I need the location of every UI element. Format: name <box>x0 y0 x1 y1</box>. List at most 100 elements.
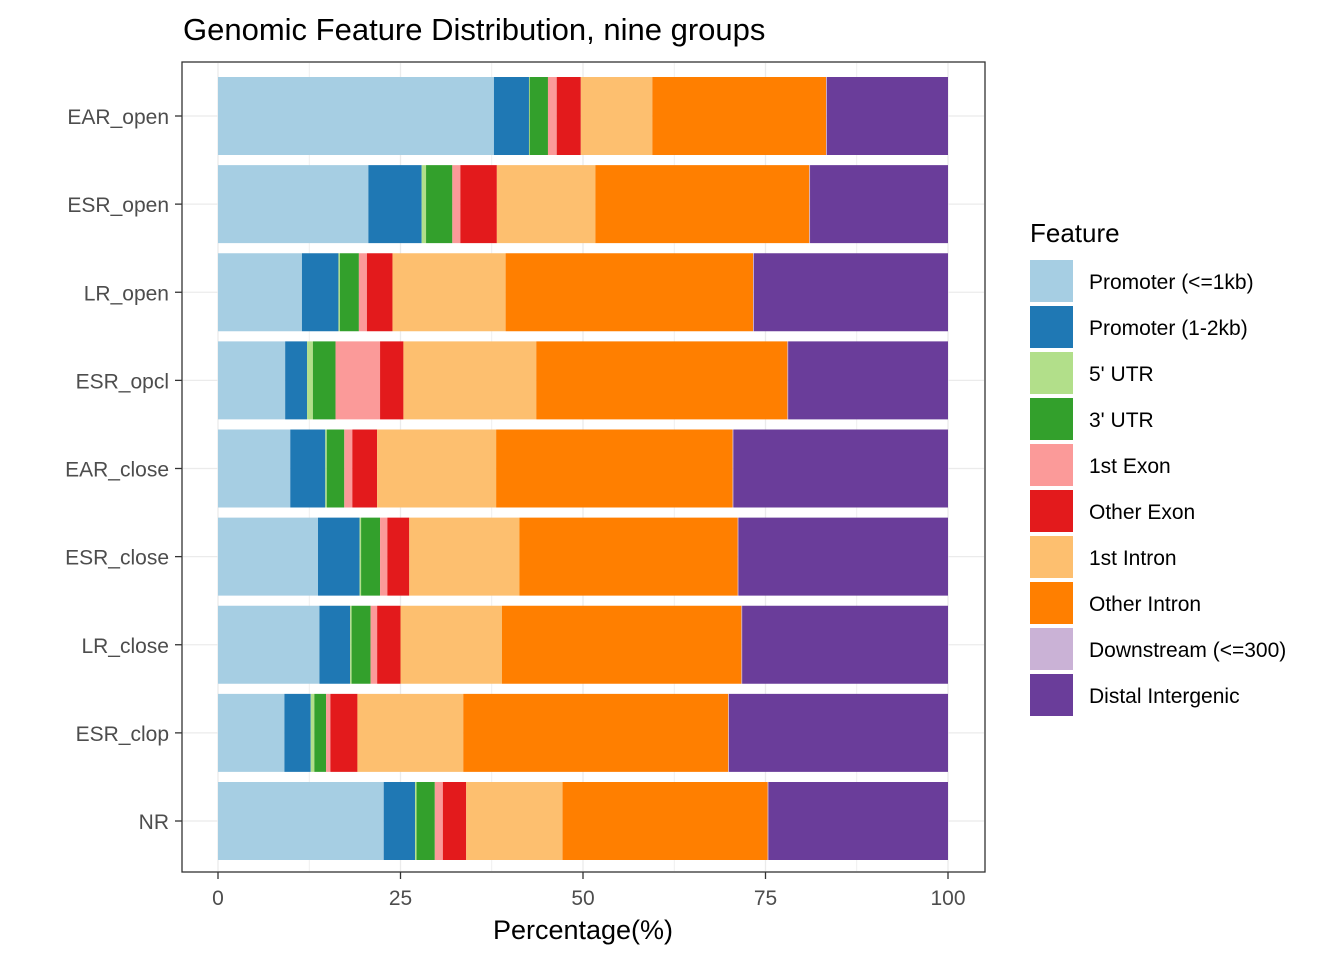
y-tick-label: ESR_opcl <box>76 370 169 393</box>
y-tick-label: EAR_open <box>67 106 169 129</box>
bar-segment <box>732 429 734 508</box>
bar-segment <box>505 253 754 332</box>
x-axis: 0 25 50 75 100 <box>212 872 966 910</box>
bar-segment <box>826 77 948 155</box>
bar-segment <box>351 605 371 684</box>
bar-segment <box>729 693 948 772</box>
bar-segment <box>218 782 384 860</box>
bar-segment <box>547 77 557 155</box>
legend-key <box>1030 260 1073 302</box>
bar-segment <box>463 693 729 772</box>
legend-label: 1st Intron <box>1089 547 1177 570</box>
bar-segment <box>284 693 311 772</box>
bar-segment <box>753 253 948 332</box>
bar-segment <box>307 341 313 420</box>
legend-label: Other Intron <box>1089 593 1201 616</box>
bar-segment <box>319 605 351 684</box>
legend-title: Feature <box>1030 218 1120 248</box>
bar-segment <box>314 693 327 772</box>
legend-key <box>1030 536 1073 578</box>
bar-segment <box>768 782 948 860</box>
bar-segment <box>742 605 948 684</box>
bar-segment <box>496 429 733 508</box>
bar-segment <box>556 77 581 155</box>
bar-segment <box>400 605 502 684</box>
bar-segment <box>496 165 596 244</box>
bar-segment <box>580 77 653 155</box>
y-tick-label: LR_close <box>81 635 169 658</box>
legend-key <box>1030 674 1073 716</box>
bar-segment <box>310 693 315 772</box>
bar-segment <box>810 165 948 244</box>
bar-segment <box>442 782 467 860</box>
bar-segment <box>392 253 506 332</box>
legend-key <box>1030 352 1073 394</box>
bar-segment <box>826 77 827 155</box>
bar-segment <box>218 429 291 508</box>
x-tick-label: 0 <box>212 887 224 910</box>
bar-segment <box>368 165 422 244</box>
bar-segment <box>788 341 948 420</box>
bar-segment <box>460 165 497 244</box>
x-tick-label: 75 <box>754 887 777 910</box>
bar-segment <box>452 165 461 244</box>
bar-segment <box>218 517 319 596</box>
bar-segment <box>380 341 404 420</box>
bar-segment <box>426 165 453 244</box>
bar-segment <box>358 253 367 332</box>
bar-segment <box>809 165 811 244</box>
bar-segment <box>377 605 401 684</box>
bar-segment <box>338 253 340 332</box>
y-tick-label: ESR_clop <box>76 723 169 746</box>
bar-segment <box>536 341 788 420</box>
legend-label: Promoter (1-2kb) <box>1089 317 1248 340</box>
bar-segment <box>738 517 948 596</box>
bar-segment <box>737 517 739 596</box>
bar-segment <box>218 341 286 420</box>
bar-segment <box>767 782 769 860</box>
x-tick-label: 25 <box>389 887 412 910</box>
bar-segment <box>352 429 378 508</box>
bar-segment <box>361 517 381 596</box>
bar-segment <box>218 165 369 244</box>
bar-segment <box>326 429 345 508</box>
bar-segment <box>339 253 359 332</box>
bar-segment <box>383 782 416 860</box>
legend-label: Downstream (<=300) <box>1089 639 1286 662</box>
bar-segment <box>301 253 339 332</box>
bar-segment <box>380 517 388 596</box>
bar-segment <box>370 605 378 684</box>
bar-segment <box>753 253 754 332</box>
bar-segment <box>335 341 381 420</box>
bar-segment <box>466 782 563 860</box>
bar-segment <box>366 253 393 332</box>
y-tick-label: ESR_open <box>67 194 169 217</box>
bar-segment <box>415 782 417 860</box>
bar-segment <box>312 341 336 420</box>
legend-key <box>1030 306 1073 348</box>
bar-segment <box>350 605 352 684</box>
y-tick-label: EAR_close <box>65 459 169 482</box>
y-axis: EAR_open ESR_open LR_open ESR_opcl EAR_close… <box>65 106 182 834</box>
bar-segment <box>218 605 320 684</box>
bar-segment <box>519 517 738 596</box>
legend-label: 1st Exon <box>1089 455 1171 478</box>
bar-segment <box>416 782 435 860</box>
legend-key <box>1030 490 1073 532</box>
x-tick-label: 100 <box>930 887 965 910</box>
legend-label: 3' UTR <box>1089 409 1154 432</box>
bar-segment <box>387 517 410 596</box>
bar-segment <box>409 517 520 596</box>
bar-segment <box>344 429 353 508</box>
bar-segment <box>528 77 530 155</box>
bars <box>218 77 948 860</box>
x-tick-label: 50 <box>571 887 594 910</box>
bar-segment <box>290 429 326 508</box>
bar-segment <box>318 517 360 596</box>
bar-segment <box>434 782 443 860</box>
bar-segment <box>403 341 537 420</box>
bar-segment <box>330 693 358 772</box>
y-tick-label: ESR_close <box>65 547 169 570</box>
bar-segment <box>529 77 548 155</box>
